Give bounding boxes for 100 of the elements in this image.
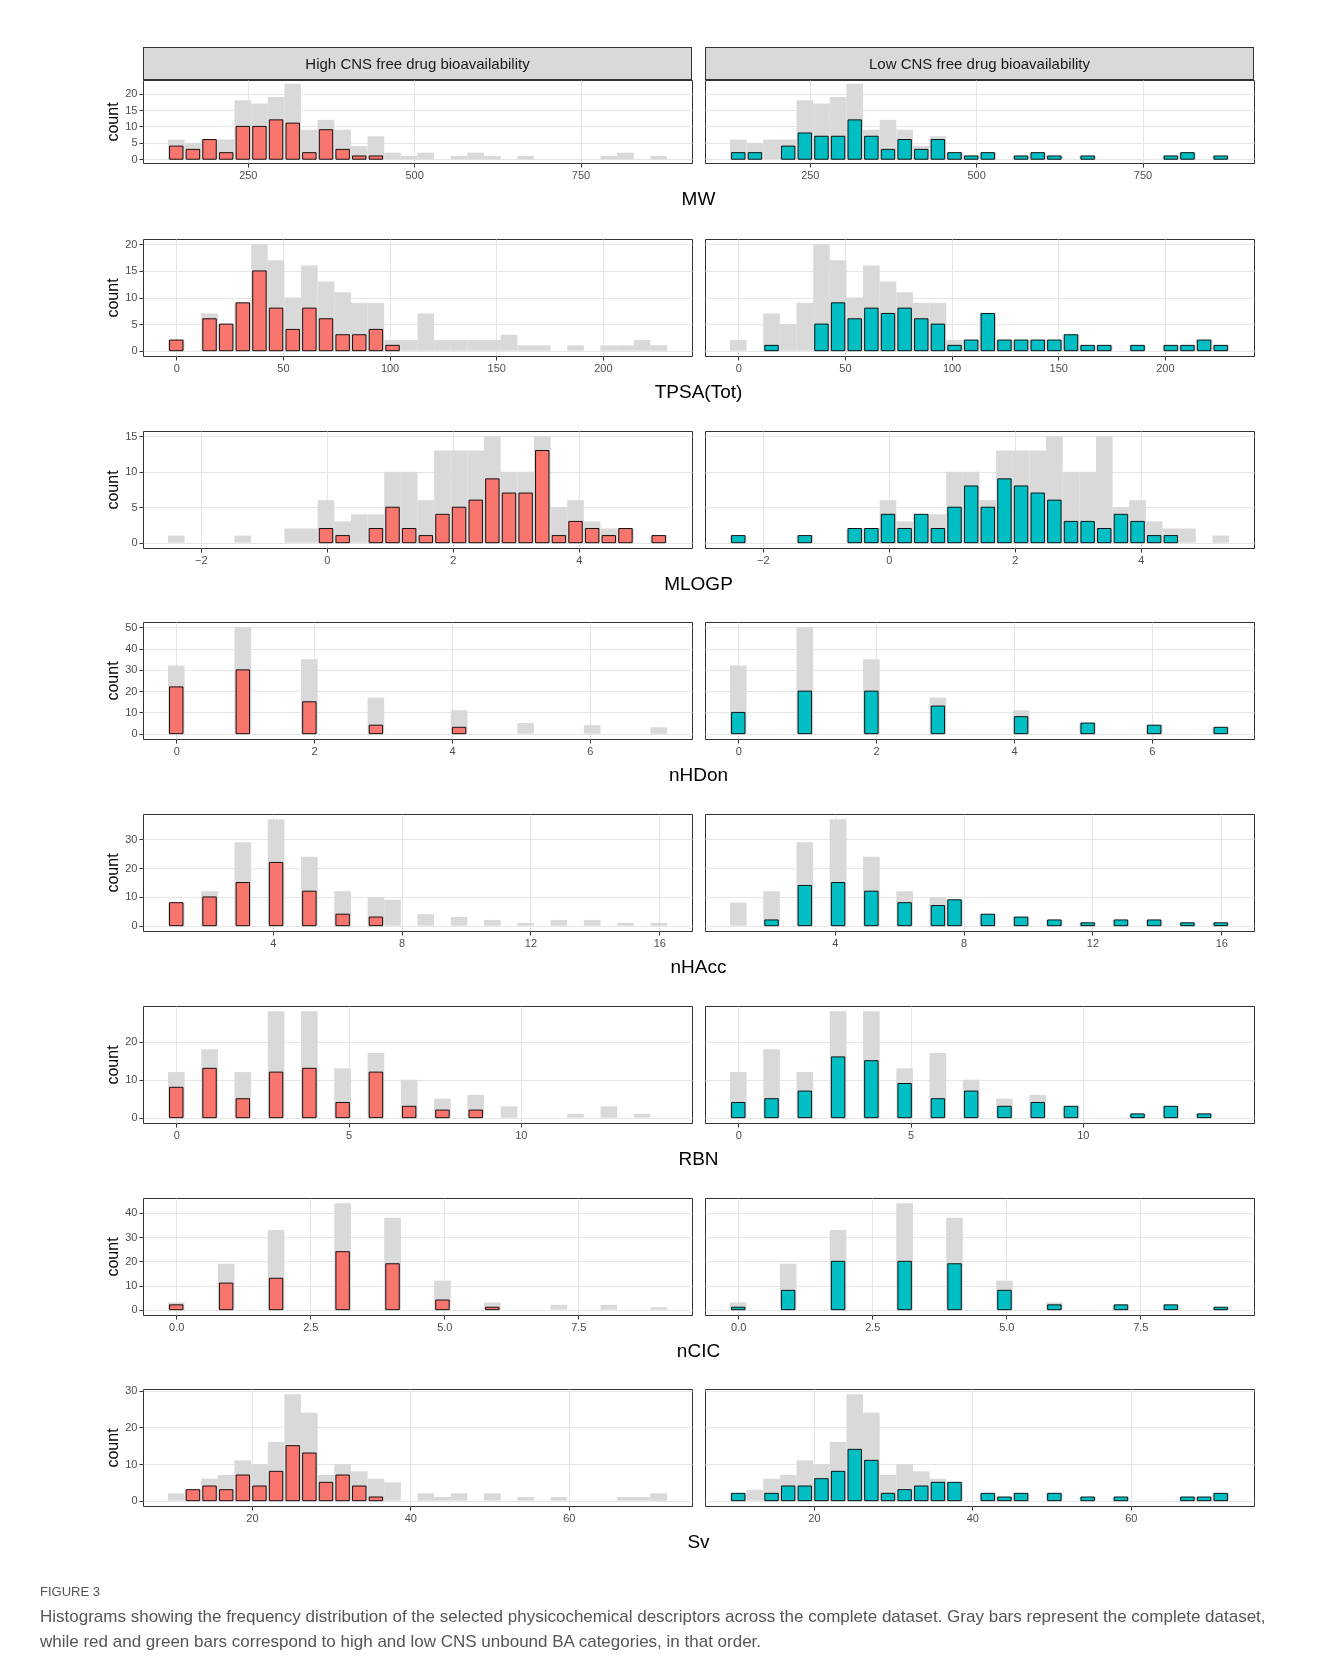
y-tick-label: 40	[125, 642, 138, 655]
x-axis-title: RBN	[678, 1147, 719, 1170]
x-tick-label: 100	[942, 361, 962, 374]
x-tick-label: 0.0	[169, 1320, 185, 1332]
x-tick-label: 20	[246, 1511, 259, 1524]
x-tick-label: 50	[839, 361, 852, 374]
x-tick-label: 200	[1156, 361, 1175, 374]
x-tick-label: 200	[594, 361, 613, 374]
y-tick-label: 20	[125, 87, 138, 100]
x-tick-label: 12	[524, 936, 538, 949]
text: Histograms showing the frequency distribution of the selected physicochemical descriptors across the complete dataset. Gray bars represent the complete dataset, while red and green bars correspond to high and low CNS unbound BA categories, in that order.	[40, 1606, 1267, 1653]
x-axis-title: Sv	[687, 1531, 710, 1554]
x-tick-label: 40	[404, 1511, 417, 1524]
chart-title: High CNS free drug bioavailability	[143, 47, 692, 80]
x-tick-label: 2	[311, 744, 318, 757]
x-tick-label: 4	[1011, 744, 1018, 757]
x-tick-label: 7.5	[1133, 1320, 1149, 1332]
x-tick-label: 0.0	[731, 1320, 747, 1332]
y-tick-label: 0	[131, 727, 138, 740]
x-tick-label: 750	[571, 168, 591, 181]
y-tick-label: 20	[125, 237, 138, 250]
y-tick-label: 0	[131, 535, 138, 548]
x-tick-label: 2.5	[303, 1320, 319, 1332]
y-tick-label: 5	[131, 500, 138, 513]
x-tick-label: 4	[576, 553, 583, 566]
y-tick-label: 0	[131, 152, 138, 165]
x-tick-label: 4	[270, 936, 277, 949]
y-tick-label: 20	[125, 1421, 138, 1434]
x-tick-label: 40	[966, 1511, 979, 1524]
x-axis-title: MLOGP	[664, 572, 733, 595]
y-tick-label: 30	[125, 663, 138, 676]
x-tick-label: 100	[380, 361, 400, 374]
y-tick-label: 0	[131, 1302, 138, 1315]
x-tick-label: 8	[961, 936, 968, 949]
x-tick-label: 150	[487, 361, 506, 374]
y-tick-label: 40	[125, 1205, 138, 1218]
x-tick-label: 0	[886, 553, 893, 566]
caption: FIGURE 3	[40, 1584, 101, 1599]
x-tick-label: 60	[1125, 1511, 1138, 1524]
x-tick-label: 5.0	[999, 1320, 1015, 1332]
y-tick-label: 15	[125, 264, 138, 277]
x-tick-label: 60	[563, 1511, 576, 1524]
y-axis-title: count	[104, 277, 122, 318]
y-tick-label: 15	[125, 103, 138, 116]
x-tick-label: 16	[1215, 936, 1228, 949]
y-tick-label: 10	[125, 1072, 138, 1085]
x-tick-label: 20	[808, 1511, 821, 1524]
x-tick-label: 7.5	[571, 1320, 587, 1332]
y-tick-label: 20	[125, 685, 138, 698]
x-axis-title: MW	[681, 188, 716, 210]
y-axis-title: count	[104, 1428, 122, 1468]
x-tick-label: 2	[1012, 553, 1019, 566]
x-tick-label: 150	[1049, 361, 1068, 374]
x-tick-label: 10	[1077, 1128, 1090, 1141]
y-tick-label: 0	[131, 1110, 138, 1123]
x-tick-label: 0	[324, 553, 331, 566]
x-tick-label: 0	[173, 744, 180, 757]
x-tick-label: 0	[735, 1128, 742, 1141]
y-tick-label: 10	[125, 119, 138, 132]
y-tick-label: 30	[125, 833, 138, 846]
x-tick-label: 16	[653, 936, 666, 949]
x-axis-title: TPSA(Tot)	[654, 381, 743, 403]
x-tick-label: 4	[1138, 553, 1145, 566]
y-tick-label: 0	[131, 919, 138, 932]
y-tick-label: 10	[125, 291, 138, 303]
y-tick-label: 5	[131, 136, 138, 149]
x-tick-label: 0	[735, 361, 742, 374]
x-tick-label: −2	[194, 553, 208, 566]
y-tick-label: 10	[125, 890, 138, 903]
y-tick-label: 10	[125, 1457, 138, 1470]
y-tick-label: 30	[125, 1230, 138, 1243]
y-tick-label: 20	[125, 1254, 138, 1267]
x-tick-label: 0	[173, 1128, 180, 1141]
x-axis-title: nHAcc	[670, 956, 727, 979]
y-axis-title: count	[104, 661, 122, 701]
y-tick-label: 0	[131, 1494, 138, 1507]
y-tick-label: 0	[131, 344, 138, 357]
y-axis-title: count	[104, 1044, 122, 1085]
y-tick-label: 15	[125, 429, 138, 442]
y-tick-label: 10	[125, 706, 138, 719]
x-tick-label: 4	[449, 744, 456, 757]
x-tick-label: 8	[399, 936, 406, 949]
y-tick-label: 10	[125, 464, 138, 477]
y-axis-title: count	[104, 852, 122, 893]
y-tick-label: 30	[125, 1384, 138, 1397]
y-tick-label: 50	[125, 621, 138, 634]
x-axis-title: nHDon	[668, 764, 729, 787]
x-tick-label: 250	[801, 168, 820, 181]
x-tick-label: 0	[735, 744, 742, 757]
y-tick-label: 20	[125, 861, 138, 874]
x-tick-label: 12	[1086, 936, 1100, 949]
y-tick-label: 20	[125, 1035, 138, 1047]
x-tick-label: 0	[173, 361, 180, 374]
x-tick-label: 2	[450, 553, 457, 566]
x-tick-label: 2.5	[865, 1320, 881, 1332]
chart-title: Low CNS free drug bioavailability	[705, 47, 1254, 80]
x-tick-label: −2	[756, 553, 770, 566]
x-axis-title: nCIC	[676, 1339, 721, 1362]
x-tick-label: 4	[832, 936, 839, 949]
y-tick-label: 5	[131, 317, 138, 330]
